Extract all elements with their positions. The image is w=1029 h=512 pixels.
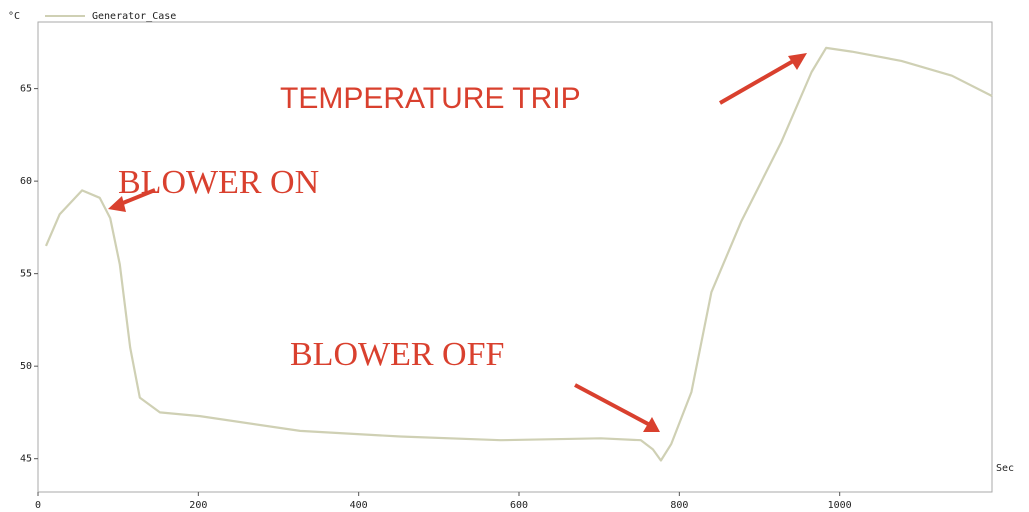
arrowhead xyxy=(108,196,126,212)
y-unit: °C xyxy=(8,11,20,22)
legend-label: Generator_Case xyxy=(92,11,176,22)
annotation: TEMPERATURE TRIP xyxy=(280,82,581,115)
x-tick-label: 1000 xyxy=(828,500,852,511)
arrowhead xyxy=(643,417,660,432)
x-tick-label: 0 xyxy=(35,500,41,511)
arrowhead xyxy=(788,53,807,70)
y-tick-label: 50 xyxy=(20,361,32,372)
annotation: BLOWER OFF xyxy=(290,336,504,373)
annotation: BLOWER ON xyxy=(118,164,319,201)
y-tick-label: 60 xyxy=(20,176,32,187)
x-tick-label: 400 xyxy=(350,500,368,511)
x-tick-label: 600 xyxy=(510,500,528,511)
arrow xyxy=(719,58,796,105)
arrow xyxy=(117,188,156,207)
y-tick-label: 45 xyxy=(20,454,32,465)
arrow xyxy=(574,383,651,427)
y-tick-label: 55 xyxy=(20,269,32,280)
x-tick-label: 200 xyxy=(189,500,207,511)
line xyxy=(44,46,993,462)
y-tick-label: 65 xyxy=(20,84,32,95)
x-tick-label: 800 xyxy=(670,500,688,511)
x-unit: Sec xyxy=(996,463,1014,474)
plot-frame xyxy=(37,21,993,493)
